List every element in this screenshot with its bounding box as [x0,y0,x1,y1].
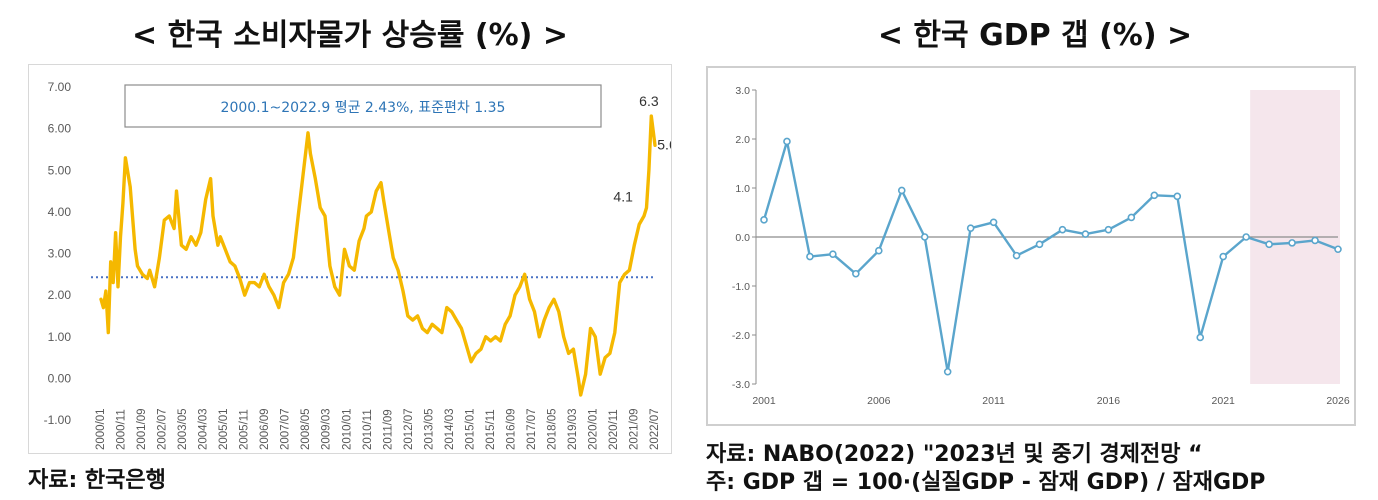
x-tick-label: 2011/09 [382,409,394,450]
data-label: 4.1 [613,189,633,205]
x-tick-label: 2018/05 [546,408,558,450]
cpi-chart-panel: 7.00 6.00 5.00 4.00 3.00 2.00 1.00 0.00 -1.00 200… [28,64,672,454]
cpi-source-note: 자료: 한국은행 [28,468,166,493]
x-tick-label: 2010/11 [362,409,374,450]
data-point [1242,233,1250,241]
data-point [1104,225,1113,234]
x-tick-label: 2016/09 [505,408,517,450]
x-tick-label: 2008/05 [300,408,312,450]
x-tick-label: 2019/03 [567,408,579,450]
data-point [1219,252,1228,261]
data-point [1081,230,1090,238]
y-tick-label: 2.0 [735,134,750,146]
annotation-box [124,84,602,128]
x-tick-label: 2016 [1097,395,1121,407]
x-tick-label: 2020/11 [608,409,620,450]
x-tick-label: 2021/09 [629,408,641,450]
x-tick-label: 2017/07 [526,408,538,450]
x-tick-label: 2005/11 [239,409,251,450]
data-point [1035,240,1044,249]
x-tick-label: 2015/11 [485,409,497,450]
data-point [1150,191,1159,200]
data-point [920,233,929,241]
cpi-chart-title: < 한국 소비자물가 상승률 (%) > [132,18,568,53]
data-point [783,137,791,146]
y-tick-label: 0.0 [735,232,750,244]
annotation-text: 2000.1~2022.9 평균 2.43%, 표준편차 1.35 [221,100,506,116]
x-tick-label: 2007/07 [280,408,292,450]
gdp-gap-series-line [762,140,1339,373]
x-tick-label: 2012/07 [403,408,415,450]
cpi-series-line [99,114,657,397]
y-tick-label: 1.00 [48,330,72,344]
x-tick-label: 2006/09 [259,408,271,450]
data-label: 5.6 [657,136,671,152]
x-tick-label: 2022/07 [649,408,661,450]
x-tick-label: 2000/01 [95,408,107,450]
x-tick-label: 2015/01 [464,408,476,450]
data-point [1265,240,1273,249]
gdp-source-note: 자료: NABO(2022) "2023년 및 중기 경제전망 “ [706,442,1203,467]
y-tick-label: 7.00 [48,80,72,94]
data-point [760,216,768,224]
x-tick-label: 2001/09 [136,408,148,450]
gdp-formula-note: 주: GDP 갭 = 100·(실질GDP - 잠재 GDP) / 잠재GDP [706,470,1266,495]
data-point [806,252,814,261]
cpi-chart: 7.00 6.00 5.00 4.00 3.00 2.00 1.00 0.00 -1.00 200… [44,80,671,450]
x-tick-label: 2009/03 [321,408,333,450]
y-tick-label: -1.00 [44,413,72,427]
x-tick-label: 2021 [1212,395,1236,407]
y-tick-label: 1.0 [735,183,750,195]
x-tick-label: 2010/01 [341,408,353,450]
x-tick-label: 2003/05 [177,408,189,450]
y-tick-label: 5.00 [48,163,72,177]
x-tick-label: 2002/07 [157,408,169,450]
data-point [875,246,883,255]
y-tick-label: -2.0 [732,330,750,342]
x-tick-label: 2005/01 [218,408,230,450]
x-tick-label: 2011 [982,395,1005,407]
x-tick-label: 2000/11 [116,409,128,450]
data-point [1334,245,1342,254]
data-point [966,224,975,232]
y-tick-label: 6.00 [48,122,72,136]
y-tick-label: 3.00 [48,247,72,261]
x-tick-label: 2026 [1326,395,1350,407]
data-point [989,218,998,227]
x-tick-label: 2001 [752,395,776,407]
data-point [1127,213,1136,222]
gdp-gap-chart-panel: 3.0 2.0 1.0 0.0 -1.0 -2.0 -3.0 2001 2006 2011 2016… [706,66,1356,426]
gdp-gap-chart-title: < 한국 GDP 갭 (%) > [877,18,1193,53]
x-tick-label: 2013/05 [423,408,435,450]
data-point [1058,225,1067,234]
y-tick-label: -1.0 [732,281,750,293]
data-point [852,269,860,278]
data-point [943,367,952,376]
data-point [1196,333,1205,342]
y-tick-label: 2.00 [48,288,72,302]
data-point [1288,239,1296,247]
y-tick-label: -3.0 [732,379,750,391]
data-point [897,186,906,195]
y-tick-label: 4.00 [48,205,72,219]
x-tick-label: 2004/03 [198,408,210,450]
data-point [1311,236,1319,245]
data-point [829,250,837,258]
data-point [1012,251,1021,260]
y-tick-label: 3.0 [735,85,750,97]
y-tick-label: 0.00 [48,371,72,385]
data-point [1173,192,1182,201]
x-tick-label: 2014/03 [444,408,456,450]
x-tick-label: 2020/01 [587,408,599,450]
x-tick-label: 2006 [867,395,891,407]
data-label: 6.3 [639,93,659,109]
